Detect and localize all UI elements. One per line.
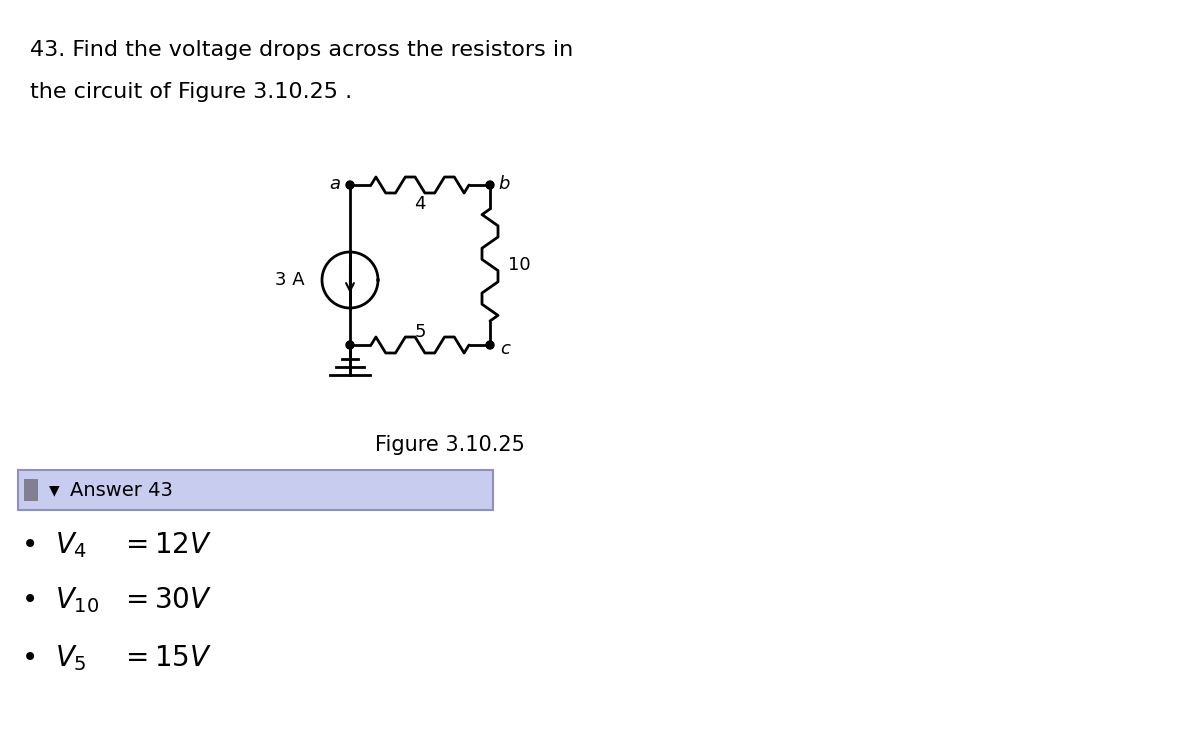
Bar [24, 479, 38, 501]
Text: c: c [500, 340, 510, 358]
Circle shape [486, 341, 494, 349]
Text: $\mathit{V}_{10}$: $\mathit{V}_{10}$ [55, 585, 100, 615]
Text: Answer 43: Answer 43 [70, 480, 173, 500]
Text: 5: 5 [414, 323, 426, 341]
Circle shape [486, 181, 494, 189]
Text: •: • [22, 586, 38, 614]
Text: ▼: ▼ [49, 483, 59, 497]
Text: b: b [498, 175, 509, 193]
Text: 10: 10 [508, 256, 530, 274]
Text: $\mathit{V}_{4}$: $\mathit{V}_{4}$ [55, 530, 88, 560]
Text: 3 A: 3 A [275, 271, 305, 289]
Text: •: • [22, 644, 38, 672]
Text: the circuit of Figure 3.10.25 .: the circuit of Figure 3.10.25 . [30, 82, 352, 102]
Text: $= 30\mathit{V}$: $= 30\mathit{V}$ [120, 586, 212, 614]
Circle shape [346, 341, 354, 349]
Text: a: a [329, 175, 340, 193]
Text: Figure 3.10.25: Figure 3.10.25 [376, 435, 524, 455]
Circle shape [346, 181, 354, 189]
Text: $\mathit{V}_{5}$: $\mathit{V}_{5}$ [55, 643, 86, 673]
Text: •: • [22, 531, 38, 559]
Text: $= 15\mathit{V}$: $= 15\mathit{V}$ [120, 644, 212, 672]
Text: $= 12\mathit{V}$: $= 12\mathit{V}$ [120, 531, 212, 559]
Bar [18, 470, 493, 510]
Text: 43. Find the voltage drops across the resistors in: 43. Find the voltage drops across the re… [30, 40, 574, 60]
Text: 4: 4 [414, 195, 426, 213]
